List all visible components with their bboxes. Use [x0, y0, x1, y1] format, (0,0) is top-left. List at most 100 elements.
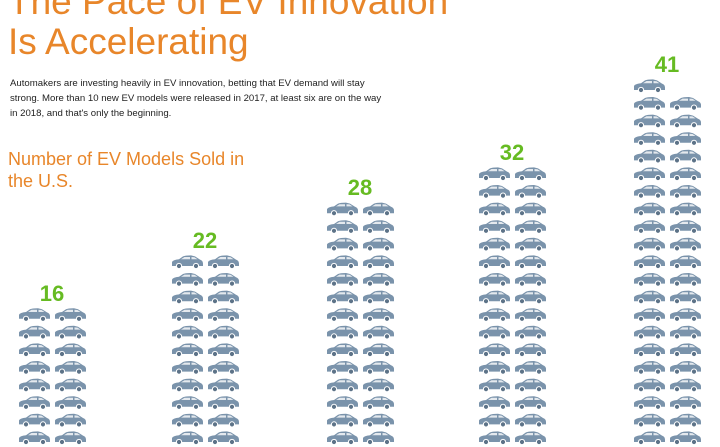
- car-window: [372, 345, 389, 348]
- car-wheel: [383, 403, 391, 410]
- car-window: [679, 397, 696, 400]
- car-wheel: [39, 350, 47, 358]
- car-wheel: [499, 438, 507, 446]
- car-window: [336, 309, 353, 312]
- car-wheel: [58, 386, 66, 393]
- car-window: [64, 327, 81, 330]
- car-wheel: [673, 315, 681, 322]
- car-wheel: [518, 403, 526, 410]
- car-wheel: [366, 350, 374, 358]
- car-wheel: [690, 245, 698, 252]
- car-stack: [19, 308, 86, 446]
- car-wheel: [347, 280, 355, 287]
- car-window: [524, 169, 541, 172]
- car-window: [524, 292, 541, 295]
- car-window: [643, 239, 660, 242]
- car-wheel: [228, 386, 236, 393]
- car-window: [488, 327, 505, 330]
- car-wheel: [330, 262, 338, 270]
- car-wheel: [535, 438, 543, 446]
- car-window: [372, 239, 389, 242]
- car-wheel: [192, 421, 200, 428]
- car-wheel: [482, 174, 490, 182]
- car-wheel: [673, 210, 681, 217]
- car-window: [181, 380, 198, 383]
- car-window: [524, 362, 541, 365]
- car-wheel: [637, 262, 645, 270]
- car-wheel: [518, 227, 526, 234]
- car-window: [336, 380, 353, 383]
- car-wheel: [330, 298, 338, 305]
- car-stack: [327, 202, 394, 446]
- car-window: [181, 274, 198, 277]
- car-wheel: [347, 421, 355, 428]
- car-window: [643, 116, 660, 119]
- car-wheel: [175, 315, 183, 322]
- car-wheel: [654, 438, 662, 446]
- car-window: [679, 221, 696, 224]
- car-wheel: [518, 210, 526, 217]
- car-window: [181, 309, 198, 312]
- car-wheel: [482, 280, 490, 287]
- car-window: [679, 309, 696, 312]
- car-window: [524, 274, 541, 277]
- car-window: [28, 433, 45, 436]
- car-window: [28, 415, 45, 418]
- car-window: [643, 397, 660, 400]
- car-wheel: [654, 86, 662, 94]
- car-wheel: [39, 386, 47, 393]
- car-wheel: [330, 386, 338, 393]
- car-wheel: [654, 157, 662, 164]
- car-wheel: [228, 403, 236, 410]
- car-wheel: [75, 386, 83, 393]
- car-window: [524, 397, 541, 400]
- car-wheel: [482, 245, 490, 252]
- car-window: [643, 257, 660, 260]
- car-wheel: [482, 368, 490, 375]
- car-wheel: [637, 227, 645, 234]
- car-wheel: [673, 122, 681, 129]
- car-window: [524, 345, 541, 348]
- car-wheel: [192, 298, 200, 305]
- car-wheel: [690, 421, 698, 428]
- car-window: [488, 309, 505, 312]
- car-wheel: [499, 210, 507, 217]
- car-wheel: [535, 210, 543, 217]
- car-window: [217, 327, 234, 330]
- car-wheel: [175, 262, 183, 270]
- car-wheel: [654, 368, 662, 375]
- car-window: [181, 345, 198, 348]
- car-wheel: [535, 315, 543, 322]
- car-wheel: [690, 210, 698, 217]
- car-window: [524, 239, 541, 242]
- car-wheel: [58, 438, 66, 446]
- car-window: [488, 345, 505, 348]
- car-window: [643, 362, 660, 365]
- value-label: 41: [655, 52, 679, 77]
- car-wheel: [637, 104, 645, 111]
- car-window: [336, 433, 353, 436]
- car-window: [181, 397, 198, 400]
- car-wheel: [673, 139, 681, 146]
- car-wheel: [75, 315, 83, 322]
- car-wheel: [535, 333, 543, 340]
- car-wheel: [347, 438, 355, 446]
- car-wheel: [673, 298, 681, 305]
- car-wheel: [499, 368, 507, 375]
- car-window: [28, 380, 45, 383]
- car-wheel: [637, 350, 645, 358]
- value-label: 16: [40, 281, 64, 306]
- car-window: [643, 204, 660, 207]
- car-wheel: [175, 298, 183, 305]
- car-window: [488, 362, 505, 365]
- car-wheel: [383, 280, 391, 287]
- car-wheel: [22, 386, 30, 393]
- car-wheel: [654, 350, 662, 358]
- title-line: Is Accelerating: [8, 21, 249, 62]
- car-window: [217, 309, 234, 312]
- car-window: [524, 221, 541, 224]
- car-window: [336, 362, 353, 365]
- car-window: [181, 362, 198, 365]
- car-wheel: [330, 315, 338, 322]
- car-wheel: [22, 333, 30, 340]
